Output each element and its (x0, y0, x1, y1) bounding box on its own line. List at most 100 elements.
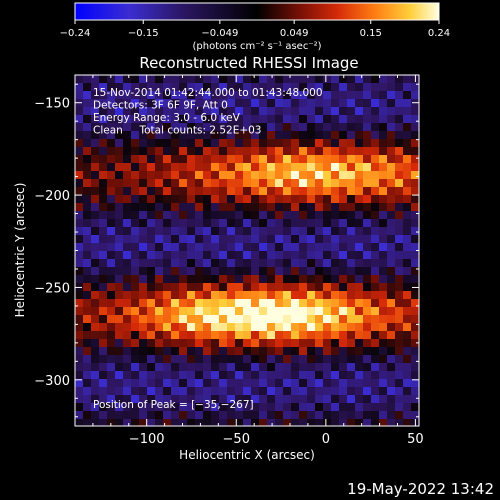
heatmap-cell (171, 395, 179, 403)
heatmap-cell (91, 131, 99, 139)
heatmap-cell (307, 115, 315, 123)
heatmap-cell (387, 219, 395, 227)
heatmap-cell (195, 179, 203, 187)
heatmap-cell (163, 211, 171, 219)
heatmap-cell (363, 315, 371, 323)
heatmap-cell (171, 403, 179, 411)
heatmap-cell (243, 371, 251, 379)
heatmap-cell (347, 187, 355, 195)
heatmap-cell (211, 307, 219, 315)
x-axis-label: Heliocentric X (arcsec) (179, 448, 315, 462)
heatmap-cell (131, 163, 139, 171)
heatmap-cell (115, 115, 123, 123)
heatmap-cell (339, 299, 347, 307)
heatmap-cell (307, 251, 315, 259)
heatmap-cell (163, 187, 171, 195)
heatmap-cell (267, 315, 275, 323)
heatmap-cell (163, 179, 171, 187)
heatmap-cell (147, 371, 155, 379)
heatmap-cell (323, 75, 331, 83)
heatmap-cell (315, 323, 323, 331)
heatmap-cell (211, 275, 219, 283)
heatmap-cell (147, 179, 155, 187)
heatmap-cell (155, 411, 163, 419)
heatmap-cell (363, 323, 371, 331)
heatmap-cell (299, 187, 307, 195)
heatmap-cell (235, 291, 243, 299)
heatmap-cell (75, 299, 83, 307)
heatmap-cell (107, 131, 115, 139)
heatmap-cell (323, 203, 331, 211)
heatmap-cell (299, 419, 307, 426)
heatmap-cell (259, 115, 267, 123)
heatmap-cell (267, 331, 275, 339)
heatmap-cell (307, 371, 315, 379)
heatmap-cell (83, 315, 91, 323)
heatmap-cell (379, 395, 387, 403)
heatmap-cell (147, 347, 155, 355)
heatmap-cell (347, 299, 355, 307)
heatmap-cell (411, 211, 419, 219)
heatmap-cell (371, 147, 379, 155)
heatmap-cell (83, 219, 91, 227)
heatmap-cell (387, 163, 395, 171)
heatmap-cell (99, 195, 107, 203)
heatmap-cell (139, 355, 147, 363)
heatmap-cell (267, 339, 275, 347)
heatmap-cell (291, 123, 299, 131)
heatmap-cell (147, 259, 155, 267)
heatmap-cell (363, 131, 371, 139)
heatmap-cell (139, 99, 147, 107)
heatmap-cell (323, 219, 331, 227)
heatmap-cell (315, 179, 323, 187)
heatmap-cell (123, 123, 131, 131)
heatmap-cell (379, 131, 387, 139)
heatmap-cell (131, 403, 139, 411)
heatmap-cell (123, 131, 131, 139)
heatmap-cell (331, 107, 339, 115)
heatmap-cell (243, 147, 251, 155)
heatmap-cell (171, 155, 179, 163)
x-tick-label: −100 (129, 432, 165, 447)
heatmap-cell (131, 339, 139, 347)
heatmap-cell (115, 315, 123, 323)
heatmap-cell (227, 91, 235, 99)
heatmap-cell (163, 131, 171, 139)
heatmap-cell (219, 195, 227, 203)
heatmap-cell (403, 347, 411, 355)
heatmap-cell (187, 91, 195, 99)
heatmap-cell (83, 403, 91, 411)
heatmap-cell (339, 187, 347, 195)
heatmap-cell (347, 267, 355, 275)
heatmap-cell (139, 123, 147, 131)
heatmap-cell (363, 371, 371, 379)
heatmap-cell (155, 395, 163, 403)
heatmap-cell (275, 171, 283, 179)
heatmap-cell (187, 115, 195, 123)
heatmap-cell (403, 331, 411, 339)
heatmap-cell (75, 155, 83, 163)
heatmap-cell (355, 203, 363, 211)
heatmap-cell (347, 227, 355, 235)
heatmap-cell (267, 155, 275, 163)
heatmap-cell (259, 275, 267, 283)
heatmap-cell (403, 203, 411, 211)
heatmap-cell (107, 387, 115, 395)
heatmap-cell (211, 411, 219, 419)
heatmap-cell (163, 307, 171, 315)
heatmap-cell (243, 187, 251, 195)
heatmap-cell (107, 251, 115, 259)
heatmap-cell (403, 219, 411, 227)
heatmap-cell (275, 235, 283, 243)
heatmap-cell (299, 163, 307, 171)
heatmap-cell (171, 387, 179, 395)
heatmap-cell (131, 219, 139, 227)
heatmap-cell (171, 291, 179, 299)
heatmap-cell (323, 331, 331, 339)
heatmap-cell (347, 163, 355, 171)
heatmap-cell (131, 283, 139, 291)
heatmap-cell (331, 195, 339, 203)
heatmap-cell (75, 83, 83, 91)
heatmap-cell (179, 371, 187, 379)
heatmap-cell (339, 371, 347, 379)
